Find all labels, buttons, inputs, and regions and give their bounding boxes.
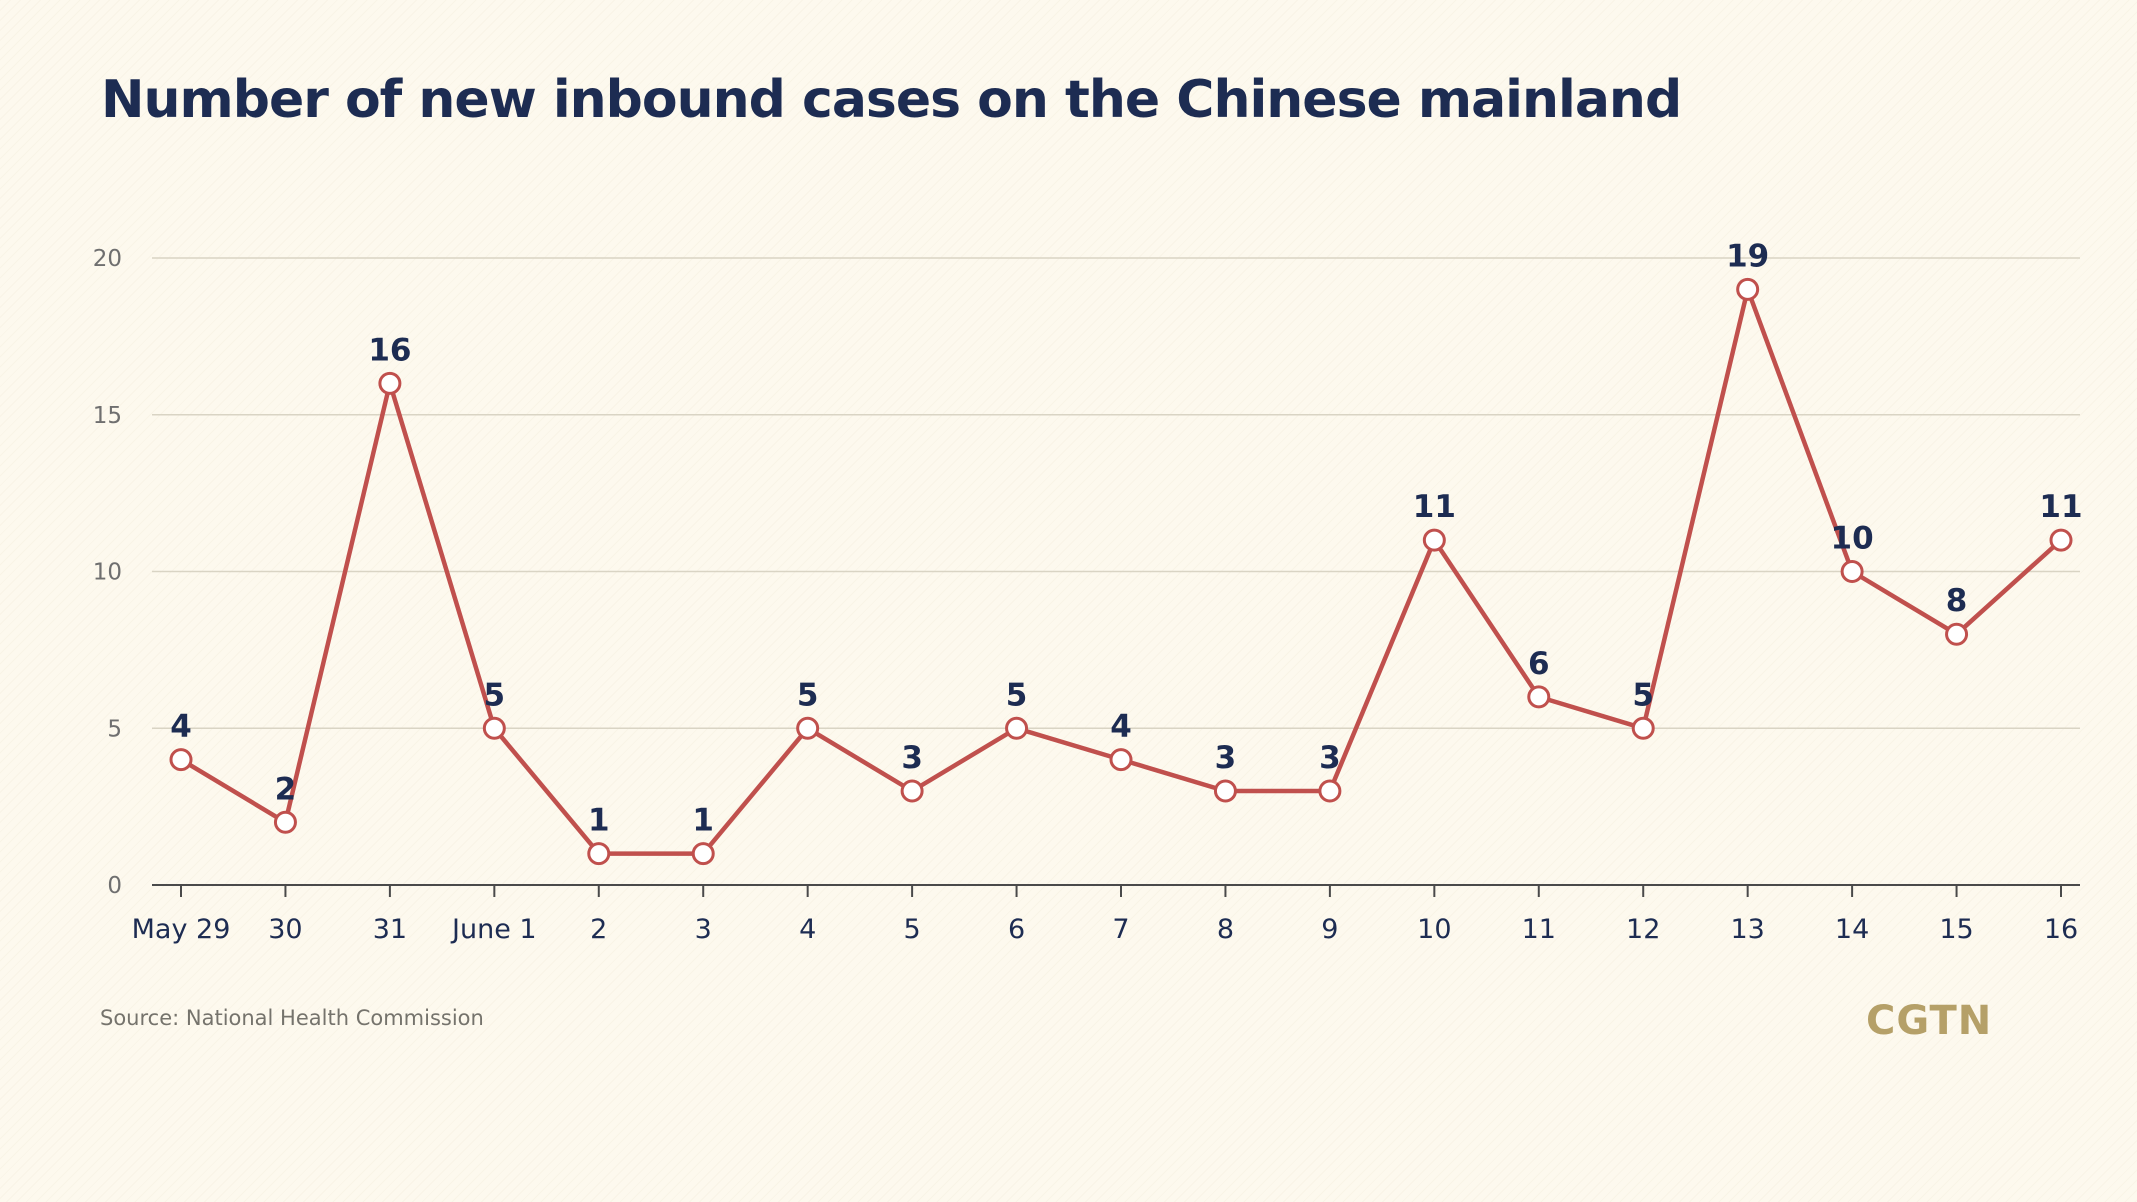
data-points [169,277,2073,866]
x-tick-label-1: May 29 [132,914,231,945]
data-point-19 [2049,528,2073,552]
x-tick-label-5: 2 [590,914,607,945]
data-label-6: 1 [692,803,714,839]
x-axis-labels: May 29 30 31 June 1 2 3 4 5 6 7 8 9 10 11 12 13 14 15 16 [132,914,2079,945]
data-label-2: 2 [275,771,297,807]
source-note: Source: National Health Commission [100,1006,484,1030]
data-point-9 [1005,716,1029,740]
x-tick-label-15: 12 [1626,914,1660,945]
y-tick-label-5: 5 [107,716,122,742]
y-tick-label-10: 10 [93,560,122,586]
data-label-14: 6 [1528,646,1550,682]
data-point-17 [1840,560,1864,583]
y-tick-label-0: 0 [107,873,122,899]
data-label-13: 11 [1413,489,1456,525]
data-label-9: 5 [1006,677,1028,713]
x-tick-label-10: 7 [1112,914,1129,945]
x-tick-label-8: 5 [904,914,921,945]
data-point-1 [169,748,193,772]
data-point-15 [1631,716,1655,740]
data-point-2 [273,810,297,834]
x-tick-label-16: 13 [1730,914,1764,945]
data-point-14 [1527,685,1551,709]
x-tick-label-17: 14 [1835,914,1869,945]
x-tick-label-9: 6 [1008,914,1025,945]
x-tick-label-14: 11 [1522,914,1556,945]
x-tick-label-3: 31 [373,914,407,945]
y-tick-label-15: 15 [93,403,122,429]
y-axis-labels: 0 5 10 15 20 [93,246,122,899]
y-tick-label-20: 20 [93,246,122,272]
x-axis [152,884,2080,897]
data-label-16: 19 [1726,238,1769,274]
x-tick-label-7: 4 [799,914,816,945]
data-point-10 [1109,748,1133,772]
data-label-5: 1 [588,803,610,839]
chart-title: Number of new inbound cases on the Chine… [101,70,1682,130]
x-tick-label-4: June 1 [450,914,537,945]
data-label-18: 8 [1946,583,1968,619]
data-point-16 [1736,277,1760,301]
data-label-4: 5 [484,677,506,713]
data-point-6 [691,842,715,866]
data-label-8: 3 [901,740,923,776]
data-point-4 [482,716,506,740]
data-label-17: 10 [1831,521,1874,557]
x-tick-label-12: 9 [1321,914,1338,945]
data-point-18 [1945,622,1969,646]
data-point-13 [1422,528,1446,552]
data-point-11 [1213,779,1237,803]
x-tick-label-11: 8 [1217,914,1234,945]
data-label-3: 16 [368,332,411,368]
x-tick-label-13: 10 [1417,914,1451,945]
cgtn-logo: CGTN [1866,998,1993,1044]
data-point-7 [796,716,820,740]
data-label-7: 5 [797,677,819,713]
x-tick-label-2: 30 [268,914,302,945]
data-label-15: 5 [1632,677,1654,713]
data-point-12 [1318,779,1342,803]
data-point-8 [900,779,924,803]
data-label-11: 3 [1215,740,1237,776]
data-label-12: 3 [1319,740,1341,776]
data-point-3 [378,371,402,395]
x-tick-label-18: 15 [1939,914,1973,945]
data-label-10: 4 [1110,709,1132,745]
x-tick-label-6: 3 [695,914,712,945]
data-point-5 [587,842,611,866]
data-label-19: 11 [2039,489,2082,525]
x-tick-label-19: 16 [2044,914,2078,945]
grid-lines [152,257,2080,729]
data-label-1: 4 [170,709,192,745]
